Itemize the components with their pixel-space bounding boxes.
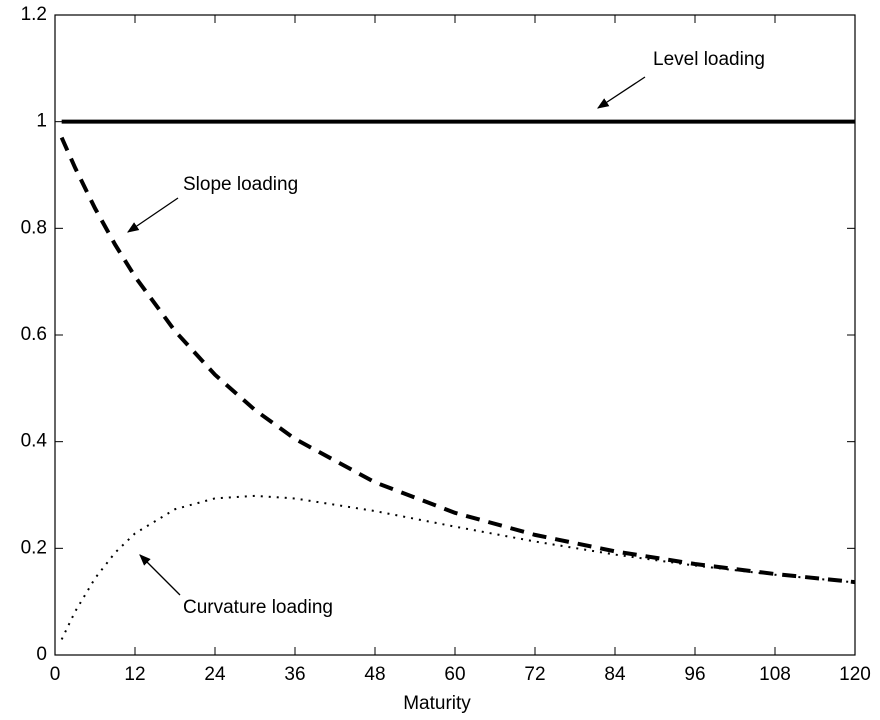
y-tick-label: 0.2 (21, 537, 47, 558)
series-annotation: Level loading (653, 49, 765, 70)
y-tick-label: 0 (36, 644, 47, 665)
x-tick-label: 24 (204, 664, 226, 685)
annotation-arrow (127, 197, 179, 233)
x-axis-label: Maturity (403, 693, 471, 714)
x-tick-label: 48 (364, 664, 385, 685)
y-tick-label: 0.8 (21, 217, 47, 238)
x-tick-label: 120 (839, 664, 871, 685)
x-tick-label: 36 (284, 664, 305, 685)
x-tick-label: 84 (604, 664, 626, 685)
y-tick-label: 0.4 (21, 431, 48, 452)
y-tick-label: 1 (36, 111, 47, 132)
series-line (60, 494, 856, 640)
series-annotation: Slope loading (183, 174, 298, 195)
x-tick-label: 0 (50, 664, 61, 685)
plot-frame (54, 14, 856, 656)
x-tick-label: 72 (524, 664, 545, 685)
series-annotation: Curvature loading (183, 597, 333, 618)
x-tick-label: 12 (124, 664, 145, 685)
x-tick-label: 60 (444, 664, 465, 685)
y-tick-label: 0.6 (21, 324, 47, 345)
annotation-arrow (597, 76, 646, 109)
annotation-arrow (139, 554, 181, 596)
y-tick-label: 1.2 (21, 4, 47, 25)
x-tick-label: 96 (684, 664, 705, 685)
series-line (59, 136, 856, 585)
x-tick-label: 108 (759, 664, 791, 685)
